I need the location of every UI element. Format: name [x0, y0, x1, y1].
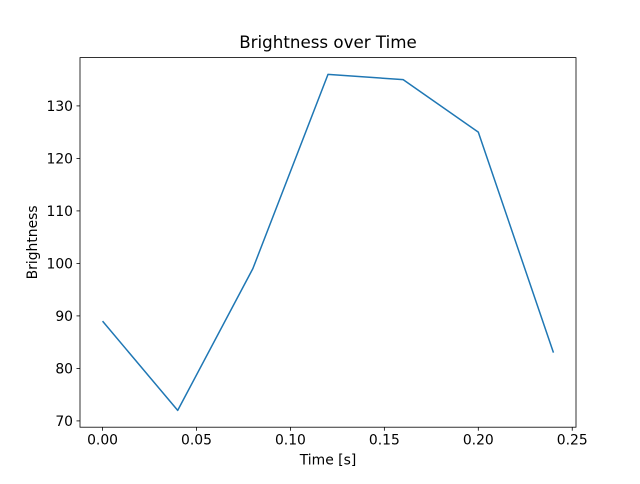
- y-tick-label: 130: [46, 99, 73, 115]
- x-tick-label: 0.05: [181, 433, 212, 449]
- y-axis-label: Brightness: [25, 205, 41, 279]
- x-tick-label: 0.25: [557, 433, 588, 449]
- y-tick-label: 90: [55, 309, 73, 325]
- y-tick-label: 70: [55, 414, 73, 430]
- y-tick-label: 80: [55, 361, 73, 377]
- y-tick-label: 100: [46, 256, 73, 272]
- x-tick-label: 0.20: [463, 433, 494, 449]
- chart-title: Brightness over Time: [239, 32, 417, 52]
- x-tick-label: 0.10: [275, 433, 306, 449]
- y-tick-label: 120: [46, 151, 73, 167]
- x-axis-label: Time [s]: [299, 453, 357, 469]
- plot-group: 0.00 0.05 0.10 0.15 0.20 0.25 70 80 90 100 110 120 1…: [46, 57, 588, 449]
- x-tick-label: 0.00: [87, 433, 118, 449]
- x-tick-label: 0.15: [369, 433, 400, 449]
- data-line: [101, 73, 555, 412]
- plot-area-border: [79, 57, 577, 428]
- y-tick-label: 110: [46, 204, 73, 220]
